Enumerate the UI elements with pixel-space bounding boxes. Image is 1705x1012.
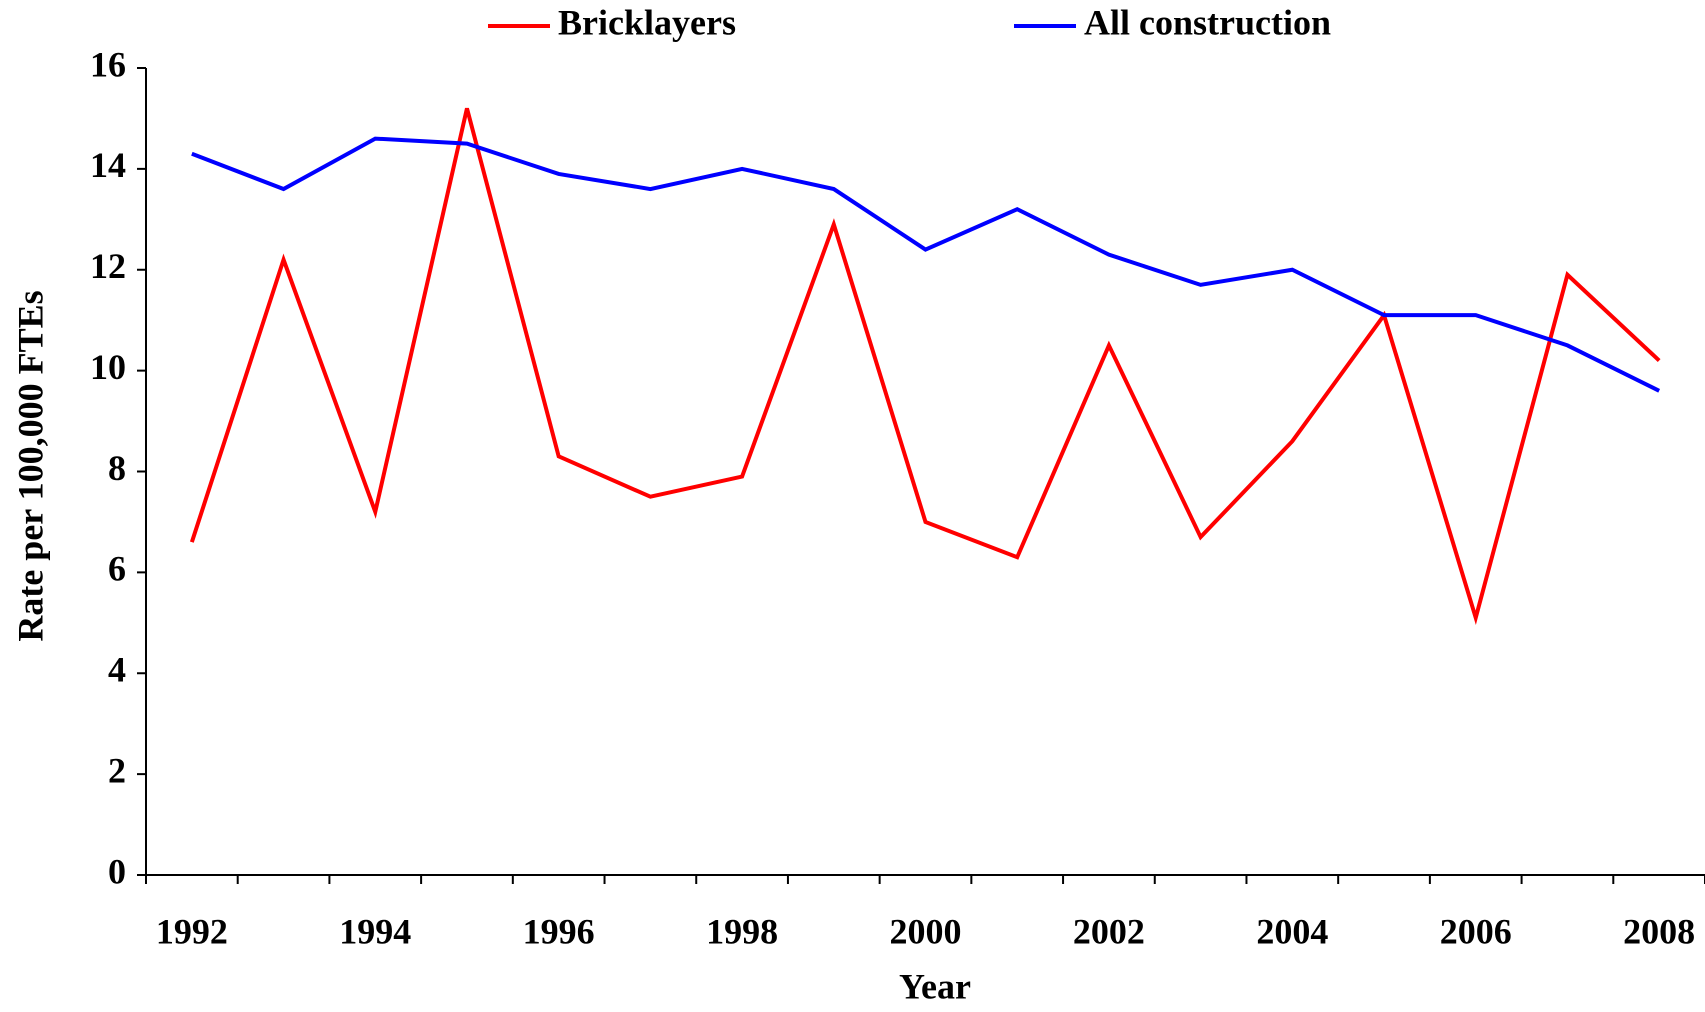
x-tick-label: 2008 — [1623, 911, 1695, 951]
y-axis-label: Rate per 100,000 FTEs — [10, 290, 50, 641]
x-tick-label: 2000 — [890, 911, 962, 951]
y-tick-label: 16 — [90, 44, 126, 84]
x-tick-label: 1994 — [339, 911, 411, 951]
x-tick-label: 2002 — [1073, 911, 1145, 951]
y-tick-label: 14 — [90, 145, 126, 185]
line-series — [189, 107, 1661, 626]
y-tick-label: 10 — [90, 347, 126, 387]
y-tick-label: 4 — [108, 650, 126, 690]
x-tick-label: 1992 — [156, 911, 228, 951]
y-tick-label: 2 — [108, 750, 126, 790]
x-tick-label: 1996 — [523, 911, 595, 951]
y-tick-label: 12 — [90, 246, 126, 286]
x-tick-label: 2006 — [1440, 911, 1512, 951]
y-tick-label: 8 — [108, 448, 126, 488]
line-series — [191, 136, 1661, 393]
legend-label: All construction — [1084, 2, 1331, 42]
y-tick-label: 0 — [108, 851, 126, 891]
y-tick-label: 6 — [108, 549, 126, 589]
x-tick-label: 2004 — [1256, 911, 1328, 951]
x-axis-label: Year — [899, 966, 971, 1006]
legend-label: Bricklayers — [558, 2, 736, 42]
x-tick-label: 1998 — [706, 911, 778, 951]
